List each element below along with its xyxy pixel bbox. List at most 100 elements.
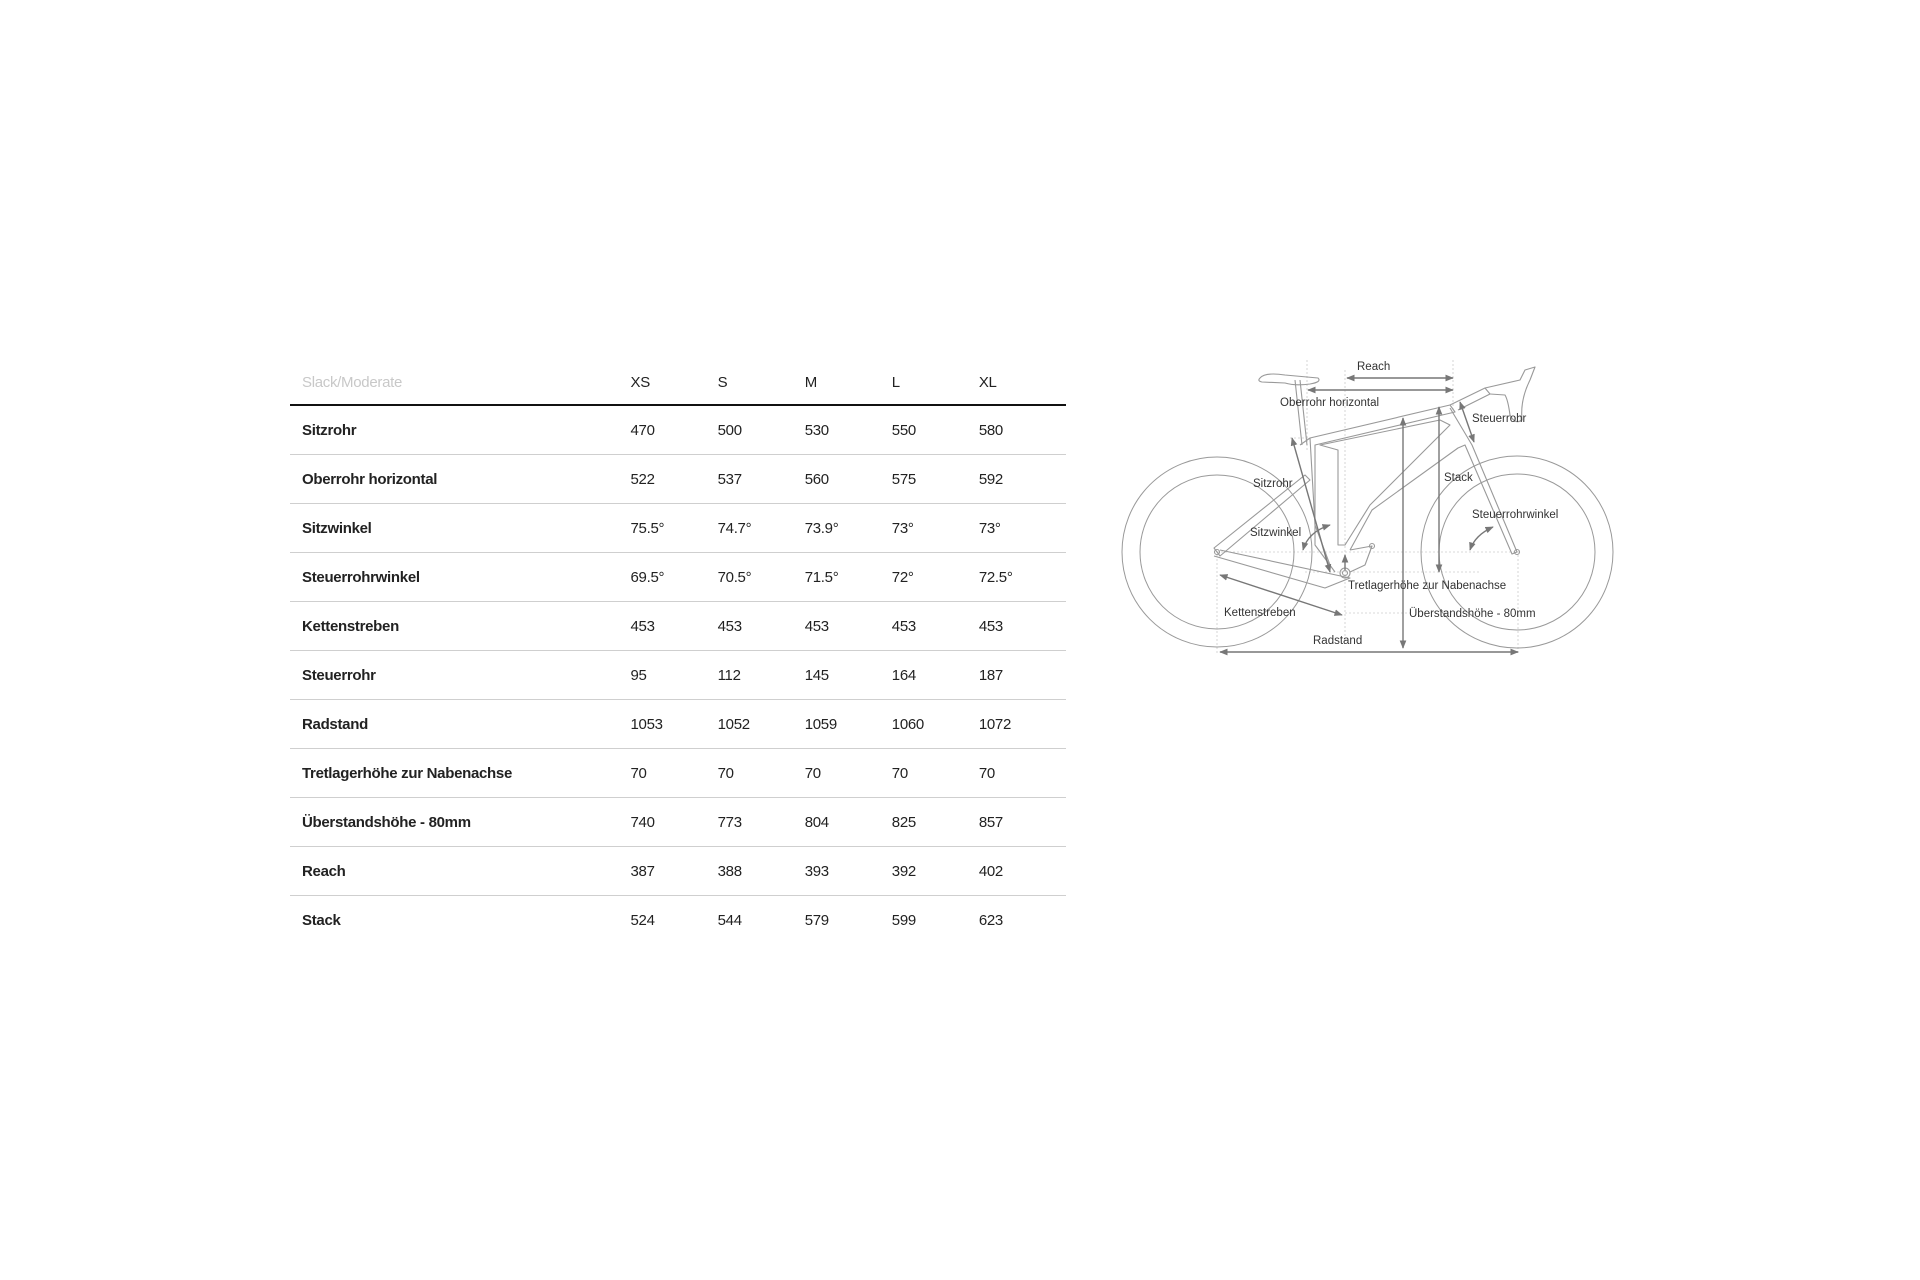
label-kettenstreben: Kettenstreben (1224, 607, 1296, 619)
table-row: Sitzwinkel 75.5° 74.7° 73.9° 73° 73° (290, 503, 1066, 553)
row-label: Tretlagerhöhe zur Nabenachse (290, 748, 631, 798)
cell-value: 804 (804, 797, 892, 847)
label-steuerrohr: Steuerrohr (1472, 413, 1527, 425)
size-header: L (891, 360, 979, 406)
label-reach: Reach (1357, 361, 1390, 373)
stem (1449, 387, 1491, 411)
cell-value: 857 (978, 797, 1066, 847)
label-radstand: Radstand (1313, 635, 1362, 647)
cell-value: 524 (630, 911, 655, 929)
cell-value: 560 (804, 454, 892, 504)
cell-value: 69.5° (630, 552, 718, 602)
cell-value: 164 (891, 650, 979, 700)
table-row: Stack 524 544 579 599 623 (290, 896, 1066, 945)
table-row: Sitzrohr 470 500 530 550 580 (290, 405, 1066, 455)
cell-value: 70.5° (717, 552, 805, 602)
label-stack: Stack (1444, 472, 1473, 484)
label-tretlager: Tretlagerhöhe zur Nabenachse (1348, 580, 1506, 592)
cell-value: 537 (717, 454, 805, 504)
cell-value: 73° (978, 503, 1066, 553)
row-label: Stack (302, 911, 341, 929)
size-header: M (804, 360, 892, 406)
cell-value: 500 (717, 405, 805, 455)
cell-value: 72.5° (978, 552, 1066, 602)
table-row: Radstand 1053 1052 1059 1060 1072 (290, 699, 1066, 749)
table-title: Slack/Moderate (290, 360, 631, 406)
cell-value: 530 (804, 405, 892, 455)
cell-value: 73.9° (804, 503, 892, 553)
cell-value: 392 (891, 846, 979, 896)
cell-value: 453 (891, 601, 979, 651)
cell-value: 71.5° (804, 552, 892, 602)
row-label: Kettenstreben (290, 601, 631, 651)
cell-value: 1072 (978, 699, 1066, 749)
cell-value: 70 (891, 748, 979, 798)
cell-value: 72° (891, 552, 979, 602)
table-row: Überstandshöhe - 80mm 740 773 804 825 857 (290, 797, 1066, 847)
cell-value: 393 (804, 846, 892, 896)
cell-value: 453 (978, 601, 1066, 651)
kettenstreben-arrow (1219, 574, 1343, 616)
cell-value: 187 (978, 650, 1066, 700)
label-sitzrohr: Sitzrohr (1253, 478, 1293, 490)
cell-value: 470 (630, 405, 718, 455)
size-header: S (717, 360, 805, 406)
front-wheel (1420, 455, 1614, 649)
cell-value: 112 (717, 650, 805, 700)
cell-value: 95 (630, 650, 718, 700)
cell-value: 387 (630, 846, 718, 896)
cell-value: 70 (717, 748, 805, 798)
steuerrohr-arrow (1459, 401, 1475, 443)
label-oberrohr: Oberrohr horizontal (1280, 397, 1379, 409)
row-label: Reach (290, 846, 631, 896)
cell-value: 544 (717, 911, 742, 929)
cell-value: 402 (978, 846, 1066, 896)
cell-value: 1059 (804, 699, 892, 749)
table-row: Steuerrohrwinkel 69.5° 70.5° 71.5° 72° 72.5° (290, 552, 1066, 602)
row-label: Sitzrohr (290, 405, 631, 455)
cell-value: 592 (978, 454, 1066, 504)
cell-value: 580 (978, 405, 1066, 455)
cell-value: 453 (630, 601, 718, 651)
size-header: XL (978, 360, 1066, 406)
row-label: Sitzwinkel (290, 503, 631, 553)
bike-geometry-diagram: Reach Oberrohr horizontal Steuerrohr Sit… (1121, 360, 1614, 656)
row-label: Steuerrohr (290, 650, 631, 700)
diagram-labels: Reach Oberrohr horizontal Steuerrohr Sit… (1224, 361, 1558, 647)
dimension-arrows (1219, 374, 1519, 656)
cell-value: 388 (717, 846, 805, 896)
cell-value: 773 (717, 797, 805, 847)
cell-value: 1053 (630, 699, 718, 749)
cell-value: 740 (630, 797, 718, 847)
cell-value: 145 (804, 650, 892, 700)
cell-value: 73° (891, 503, 979, 553)
saddle (1258, 373, 1320, 386)
table-row: Oberrohr horizontal 522 537 560 575 592 (290, 454, 1066, 504)
row-label: Oberrohr horizontal (290, 454, 631, 504)
cell-value: 70 (804, 748, 892, 798)
cell-value: 599 (891, 911, 916, 929)
row-label: Überstandshöhe - 80mm (290, 797, 631, 847)
handlebar (1484, 366, 1536, 423)
cell-value: 550 (891, 405, 979, 455)
cell-value: 70 (630, 748, 718, 798)
label-sitzwinkel: Sitzwinkel (1250, 527, 1301, 539)
cell-value: 825 (891, 797, 979, 847)
table-row: Kettenstreben 453 453 453 453 453 (290, 601, 1066, 651)
cell-value: 579 (804, 911, 829, 929)
cell-value: 623 (978, 911, 1003, 929)
cell-value: 575 (891, 454, 979, 504)
cell-value: 74.7° (717, 503, 805, 553)
cell-value: 1060 (891, 699, 979, 749)
table-row: Tretlagerhöhe zur Nabenachse 70 70 70 70 70 (290, 748, 1066, 798)
cell-value: 70 (978, 748, 1066, 798)
cell-value: 453 (717, 601, 805, 651)
wheels (1121, 455, 1614, 649)
cell-value: 522 (630, 454, 718, 504)
row-label: Steuerrohrwinkel (290, 552, 631, 602)
label-ueberstand: Überstandshöhe - 80mm (1409, 608, 1536, 620)
label-steuerrohrwinkel: Steuerrohrwinkel (1472, 509, 1558, 521)
table-row: Reach 387 388 393 392 402 (290, 846, 1066, 896)
table-header-row: Slack/Moderate XS S M L XL (290, 360, 1066, 406)
cell-value: 453 (804, 601, 892, 651)
